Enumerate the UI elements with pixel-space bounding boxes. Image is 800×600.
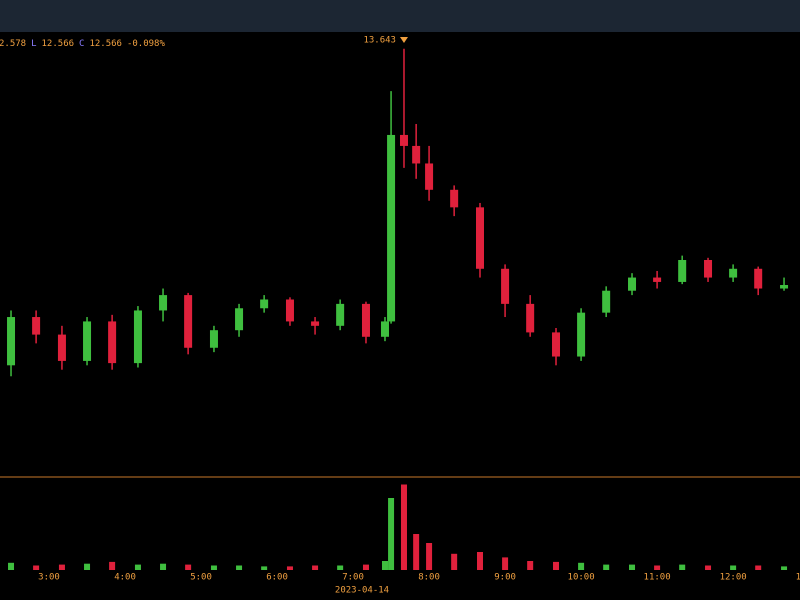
- peak-label: 13.643: [363, 36, 396, 46]
- header-key: C: [79, 39, 84, 49]
- candle-body: [425, 163, 434, 190]
- candle-body: [311, 321, 320, 326]
- x-tick-label: 13:00: [796, 573, 800, 583]
- candle-body: [754, 268, 763, 289]
- candle-body: [361, 303, 370, 337]
- volume-bar: [502, 557, 509, 570]
- volume-bar: [400, 484, 407, 570]
- volume-bar: [451, 553, 458, 570]
- candle-body: [83, 321, 92, 361]
- volume-bar: [134, 564, 141, 570]
- candle-body: [628, 277, 637, 291]
- x-tick-label: 12:00: [720, 573, 747, 583]
- candle-body: [387, 134, 396, 322]
- volume-bar: [210, 565, 217, 570]
- header-key: L: [31, 39, 36, 49]
- volume-bar: [8, 562, 15, 570]
- volume-bar: [413, 534, 420, 570]
- candle-body: [653, 277, 662, 282]
- volume-bar: [730, 565, 737, 570]
- x-tick-label: 8:00: [418, 573, 440, 583]
- volume-bar: [185, 564, 192, 570]
- volume-bar: [705, 565, 712, 570]
- candle-body: [380, 321, 389, 337]
- volume-bar: [286, 566, 293, 570]
- volume-bar: [312, 565, 319, 570]
- volume-bar: [654, 565, 661, 570]
- x-tick-label: 6:00: [266, 573, 288, 583]
- x-tick-label: 11:00: [644, 573, 671, 583]
- volume-bar: [527, 561, 534, 570]
- volume-bar: [781, 566, 788, 570]
- candle-body: [159, 295, 168, 311]
- volume-bar: [679, 564, 686, 570]
- candle-body: [399, 134, 408, 146]
- candle-body: [450, 189, 459, 208]
- x-axis-label: 2023-04-14: [335, 586, 389, 596]
- candle-body: [577, 312, 586, 357]
- candle-body: [285, 299, 294, 322]
- candle-body: [336, 303, 345, 326]
- peak-arrow: [399, 37, 408, 43]
- candle-body: [704, 260, 713, 278]
- candle-body: [476, 207, 484, 269]
- candle-body: [7, 317, 16, 366]
- candle-body: [209, 330, 218, 348]
- candle-body: [184, 295, 193, 348]
- header-value: 12.566: [89, 39, 122, 49]
- x-tick-label: 7:00: [342, 573, 364, 583]
- candle-body: [602, 290, 611, 313]
- volume-bar: [33, 565, 40, 570]
- volume-bar: [58, 564, 65, 570]
- volume-bar: [578, 562, 585, 570]
- ohlc-header: 2.578 L 12.566 C 12.566 -0.098%: [0, 39, 165, 49]
- candle-body: [729, 268, 738, 278]
- volume-bar: [426, 543, 433, 570]
- candle-body: [235, 308, 244, 331]
- volume-bar: [109, 561, 116, 570]
- top-bar: [0, 0, 800, 32]
- volume-bar: [362, 564, 369, 570]
- volume-bar: [381, 561, 388, 570]
- x-tick-label: 5:00: [190, 573, 212, 583]
- volume-bar: [477, 552, 483, 570]
- volume-bar: [236, 565, 243, 570]
- candle-body: [552, 332, 561, 357]
- volume-bar: [755, 565, 762, 570]
- volume-bar: [553, 561, 560, 570]
- x-tick-label: 3:00: [38, 573, 60, 583]
- x-tick-label: 4:00: [114, 573, 136, 583]
- header-value: 2.578: [0, 39, 26, 49]
- x-tick-label: 10:00: [568, 573, 595, 583]
- header-value: -0.098%: [127, 39, 166, 49]
- candle-body: [108, 321, 117, 364]
- volume-bar: [337, 565, 344, 570]
- volume-bar: [84, 563, 91, 570]
- candle-body: [780, 285, 789, 289]
- candle-body: [57, 334, 66, 361]
- x-tick-label: 9:00: [494, 573, 516, 583]
- candle-body: [412, 145, 421, 164]
- candle-body: [678, 260, 687, 282]
- volume-bar: [603, 564, 610, 570]
- volume-bar: [629, 564, 636, 570]
- candle-body: [32, 317, 41, 335]
- volume-bar: [261, 566, 268, 570]
- header-value: 12.566: [42, 39, 75, 49]
- volume-bar: [160, 563, 167, 570]
- candle-body: [526, 303, 535, 333]
- candle-body: [133, 310, 142, 364]
- volume-bar: [388, 498, 395, 570]
- candle-body: [501, 268, 510, 304]
- candle-body: [260, 299, 269, 309]
